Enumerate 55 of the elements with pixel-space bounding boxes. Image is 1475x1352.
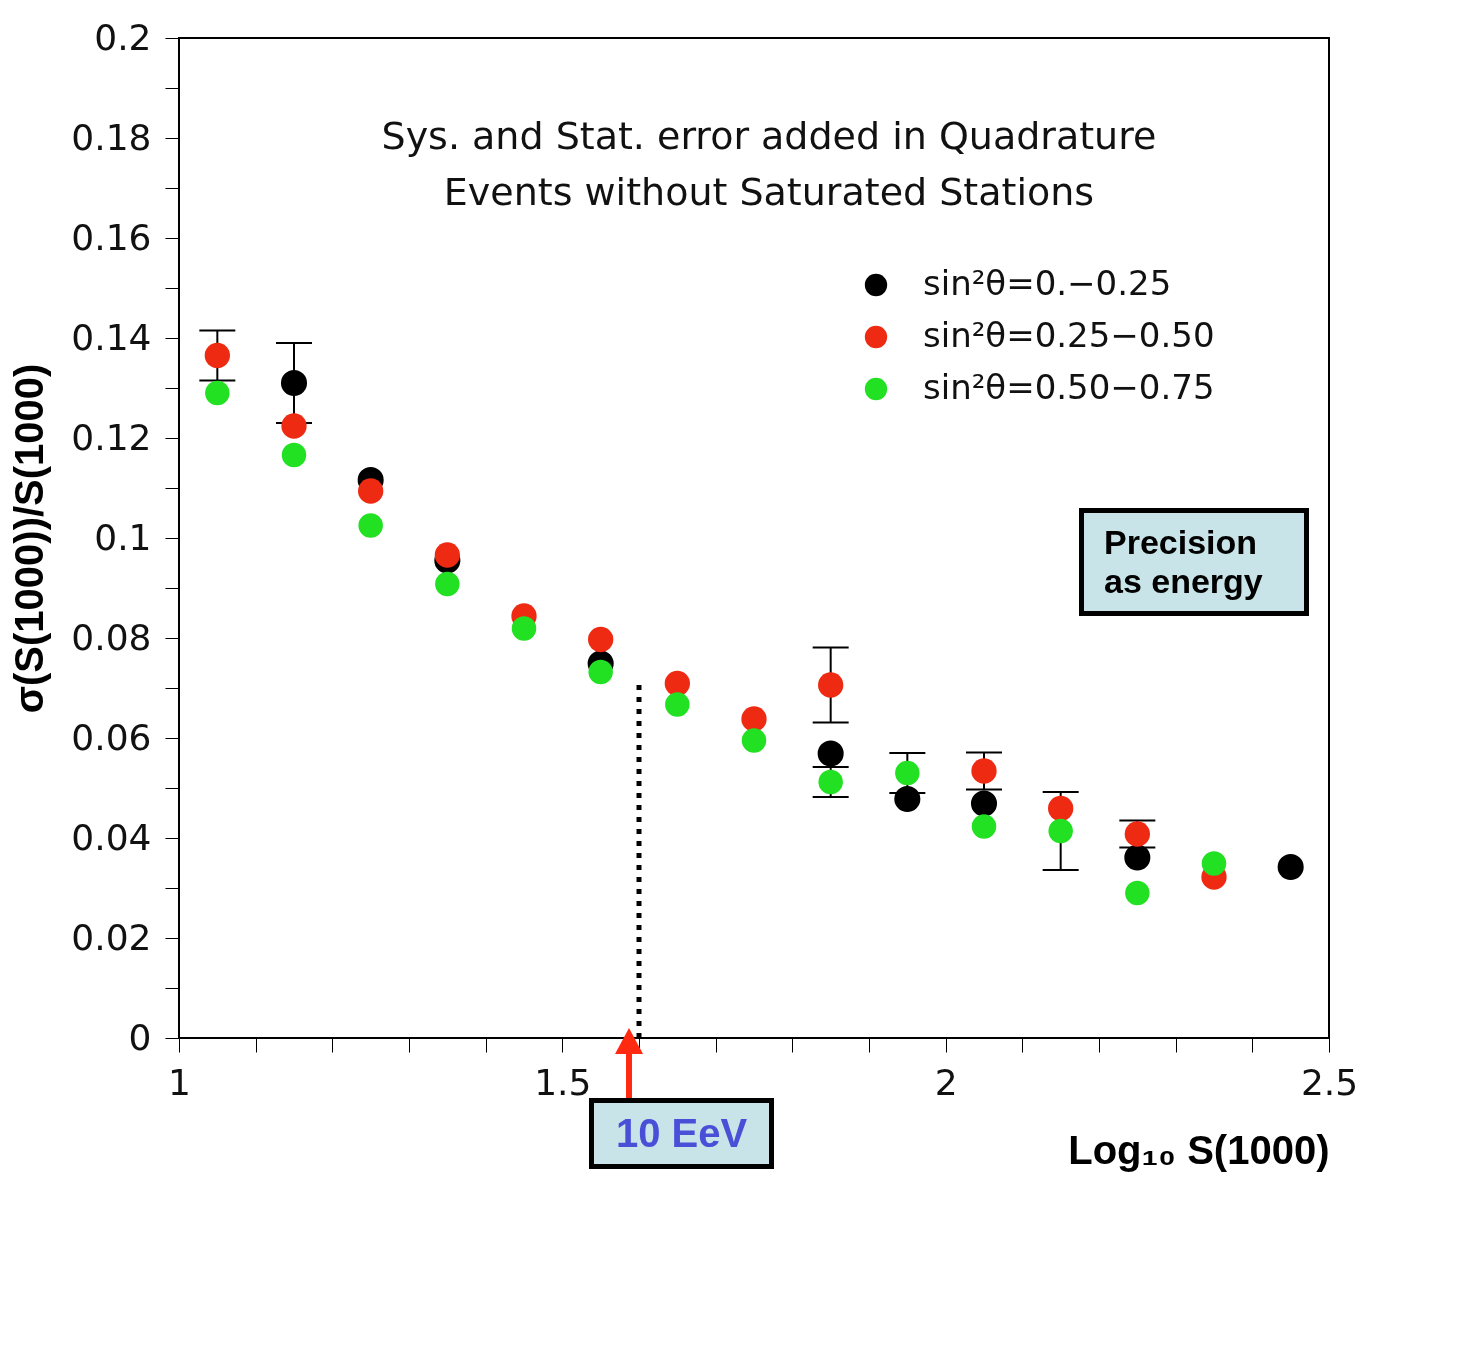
- point: [281, 413, 307, 439]
- point: [434, 542, 460, 568]
- legend-label: sin²θ=0.25−0.50: [923, 315, 1215, 355]
- point: [1125, 880, 1150, 906]
- point: [1048, 795, 1074, 822]
- point: [818, 672, 844, 698]
- point: [358, 478, 384, 504]
- y-tick-label: 0: [128, 1016, 152, 1058]
- x-tick-label: 1.5: [534, 1061, 592, 1103]
- x-axis-title: Log₁₀ S(1000): [1068, 1127, 1330, 1172]
- y-tick-label: 0.12: [71, 416, 152, 458]
- point: [971, 814, 997, 839]
- point: [818, 769, 843, 795]
- x-tick-label: 2: [934, 1061, 958, 1103]
- point: [1124, 844, 1151, 871]
- y-tick-label: 0.16: [71, 216, 152, 258]
- point: [741, 728, 767, 753]
- point: [358, 513, 383, 538]
- point: [1048, 818, 1073, 844]
- y-tick-label: 0.08: [71, 616, 152, 658]
- point: [970, 790, 998, 817]
- annotation: Sys. and Stat. error added in Quadrature: [381, 114, 1157, 158]
- legend-label: sin²θ=0.−0.25: [923, 263, 1172, 303]
- y-tick-label: 0.14: [71, 316, 152, 358]
- point: [1124, 821, 1150, 847]
- point: [664, 670, 690, 697]
- y-axis-title: σ(S(1000))/S(1000): [7, 363, 52, 714]
- point: [205, 380, 230, 406]
- point: [1277, 853, 1304, 881]
- point: [817, 740, 844, 767]
- point: [588, 626, 614, 653]
- point: [280, 369, 308, 397]
- point: [971, 758, 997, 784]
- x-tick-label: 2.5: [1300, 1061, 1359, 1103]
- point: [281, 442, 307, 468]
- y-tick-label: 0.1: [94, 516, 152, 558]
- point: [741, 706, 767, 732]
- point: [511, 616, 537, 641]
- y-tick-label: 0.2: [94, 16, 152, 58]
- point: [665, 692, 690, 717]
- point: [588, 659, 613, 685]
- point: [895, 760, 920, 786]
- y-tick-label: 0.06: [71, 716, 152, 758]
- annotation: Events without Saturated Stations: [443, 170, 1095, 214]
- point: [1201, 851, 1227, 876]
- legend-label: sin²θ=0.50−0.75: [923, 367, 1215, 407]
- y-tick-label: 0.18: [71, 116, 152, 158]
- x-tick-label: 1: [168, 1061, 191, 1103]
- ref-line-label: 10 EeV: [616, 1111, 748, 1155]
- point: [894, 785, 921, 813]
- point: [435, 571, 460, 597]
- y-tick-label: 0.02: [71, 916, 152, 958]
- y-tick-label: 0.04: [71, 816, 152, 858]
- point: [204, 342, 230, 369]
- annotation: Precision as energy: [1079, 508, 1309, 616]
